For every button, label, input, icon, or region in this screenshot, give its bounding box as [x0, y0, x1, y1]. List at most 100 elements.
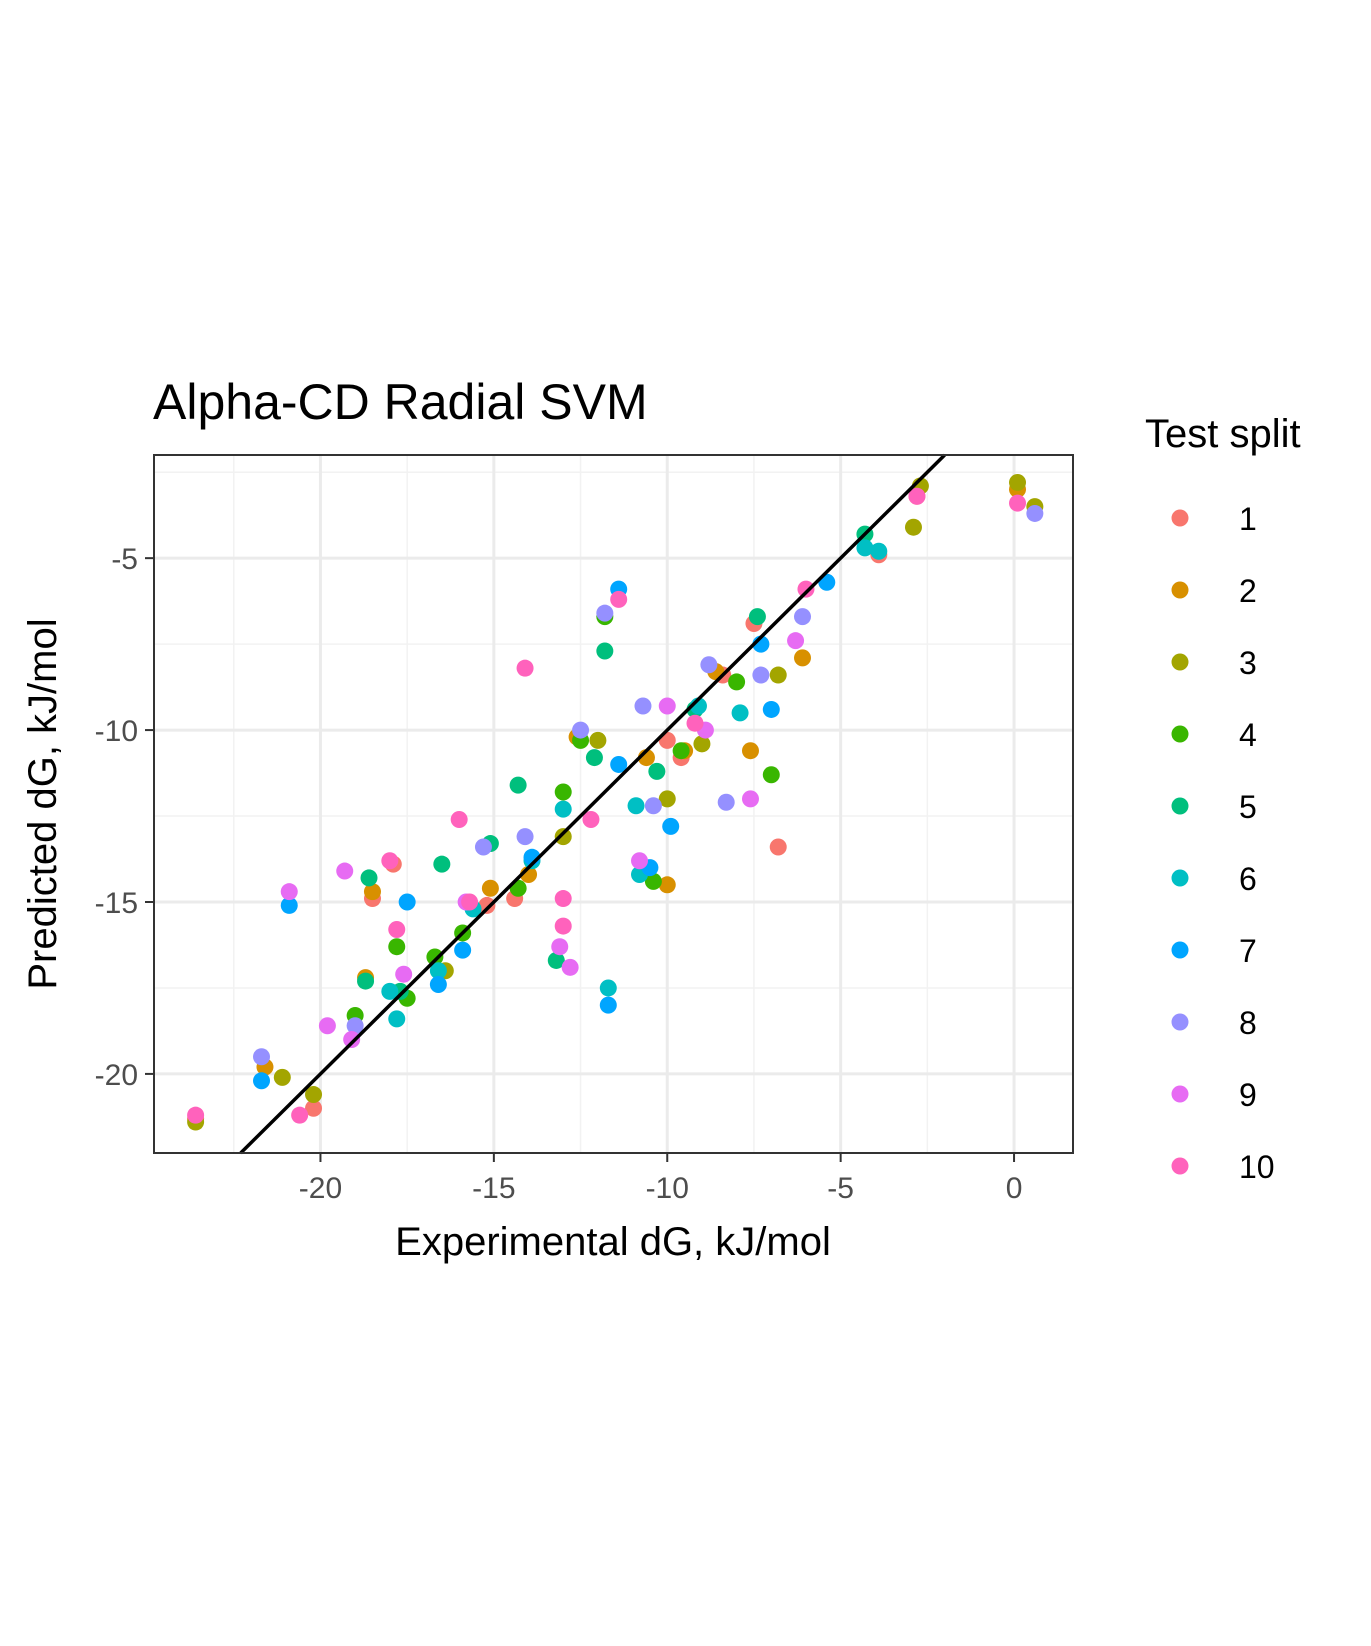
data-point-split-7 [599, 996, 617, 1014]
data-point-split-4 [426, 948, 444, 966]
data-point-split-9 [631, 852, 649, 870]
legend-key-3 [1171, 653, 1189, 671]
major-gridlines [154, 455, 1073, 1153]
data-point-split-10 [516, 659, 534, 677]
data-point-split-4 [388, 938, 406, 956]
identity-line [239, 453, 946, 1155]
data-point-split-4 [728, 673, 746, 691]
data-point-split-1 [305, 1099, 323, 1117]
data-point-split-3 [589, 731, 607, 749]
plot-border [153, 454, 1074, 1154]
data-point-split-10 [554, 917, 572, 935]
data-point-split-7 [253, 1072, 271, 1090]
legend-label-6: 6 [1239, 861, 1257, 897]
data-point-split-3 [658, 790, 676, 808]
legend-label-5: 5 [1239, 789, 1257, 825]
legend-key-2 [1171, 581, 1189, 599]
legend-label-3: 3 [1239, 645, 1257, 681]
data-point-split-3 [769, 666, 787, 684]
data-point-split-8 [717, 793, 735, 811]
data-point-split-6 [429, 962, 447, 980]
plot-background [154, 455, 1073, 1153]
data-point-split-10 [908, 487, 926, 505]
y-tick-label: -15 [95, 887, 138, 920]
legend-label-8: 8 [1239, 1005, 1257, 1041]
data-point-split-8 [253, 1048, 271, 1066]
legend-title: Test split [1145, 412, 1301, 456]
data-point-split-9 [561, 958, 579, 976]
data-point-split-6 [599, 979, 617, 997]
legend-key-6 [1171, 869, 1189, 887]
data-point-split-4 [554, 783, 572, 801]
data-points [187, 474, 1044, 1131]
data-point-split-10 [610, 590, 628, 608]
data-point-split-9 [787, 632, 805, 650]
legend-label-10: 10 [1239, 1149, 1275, 1185]
data-point-split-9 [343, 1031, 361, 1049]
legend-label-9: 9 [1239, 1077, 1257, 1113]
data-point-split-1 [769, 838, 787, 856]
data-point-split-10 [1009, 494, 1027, 512]
data-point-split-3 [904, 518, 922, 536]
x-axis-title: Experimental dG, kJ/mol [395, 1220, 831, 1264]
data-point-split-5 [596, 642, 614, 660]
data-point-split-8 [346, 1017, 364, 1035]
x-tick-label: -5 [827, 1172, 854, 1205]
data-point-split-8 [474, 838, 492, 856]
data-point-split-6 [554, 800, 572, 818]
data-point-split-8 [634, 697, 652, 715]
data-point-split-10 [582, 810, 600, 828]
data-point-split-8 [752, 666, 770, 684]
data-point-split-5 [585, 749, 603, 767]
legend-key-5 [1171, 797, 1189, 815]
data-point-split-9 [395, 965, 413, 983]
x-axis-ticks: -20 -15 -10 -5 0 [299, 1153, 1023, 1205]
data-point-split-5 [360, 869, 378, 887]
data-point-split-10 [291, 1106, 309, 1124]
data-point-split-8 [572, 721, 590, 739]
x-tick-label: -20 [299, 1172, 342, 1205]
data-point-split-10 [388, 921, 406, 939]
data-point-split-9 [280, 883, 298, 901]
data-point-split-8 [516, 828, 534, 846]
data-point-split-5 [748, 608, 766, 626]
data-point-split-10 [187, 1106, 205, 1124]
x-tick-label: 0 [1006, 1172, 1023, 1205]
legend-label-4: 4 [1239, 717, 1257, 753]
data-point-split-6 [870, 542, 888, 560]
data-point-split-5 [433, 855, 451, 873]
data-point-split-5 [509, 776, 527, 794]
data-point-split-4 [762, 766, 780, 784]
data-point-split-2 [741, 742, 759, 760]
legend-key-1 [1171, 509, 1189, 527]
x-tick-label: -15 [472, 1172, 515, 1205]
data-point-split-9 [741, 790, 759, 808]
data-point-split-8 [794, 608, 812, 626]
data-point-split-6 [731, 704, 749, 722]
y-tick-label: -20 [95, 1059, 138, 1092]
legend-key-7 [1171, 941, 1189, 959]
data-point-split-3 [273, 1068, 291, 1086]
data-point-split-10 [797, 580, 815, 598]
data-point-split-8 [596, 604, 614, 622]
legend-label-7: 7 [1239, 933, 1257, 969]
data-point-split-3 [693, 735, 711, 753]
data-point-split-9 [658, 697, 676, 715]
data-point-split-10 [461, 893, 479, 911]
chart-title: Alpha-CD Radial SVM [153, 374, 648, 430]
legend-key-8 [1171, 1013, 1189, 1031]
data-point-split-5 [648, 762, 666, 780]
data-point-split-7 [454, 941, 472, 959]
y-tick-label: -10 [95, 715, 138, 748]
data-point-split-3 [1009, 474, 1027, 492]
data-point-split-1 [478, 896, 496, 914]
data-point-split-5 [547, 951, 565, 969]
legend: 1 2 3 4 5 6 7 8 9 10 [1171, 501, 1275, 1185]
data-point-split-2 [481, 879, 499, 897]
data-point-split-7 [762, 700, 780, 718]
data-point-split-6 [381, 982, 399, 1000]
data-point-split-4 [672, 742, 690, 760]
data-point-split-3 [554, 828, 572, 846]
data-point-split-9 [551, 938, 569, 956]
